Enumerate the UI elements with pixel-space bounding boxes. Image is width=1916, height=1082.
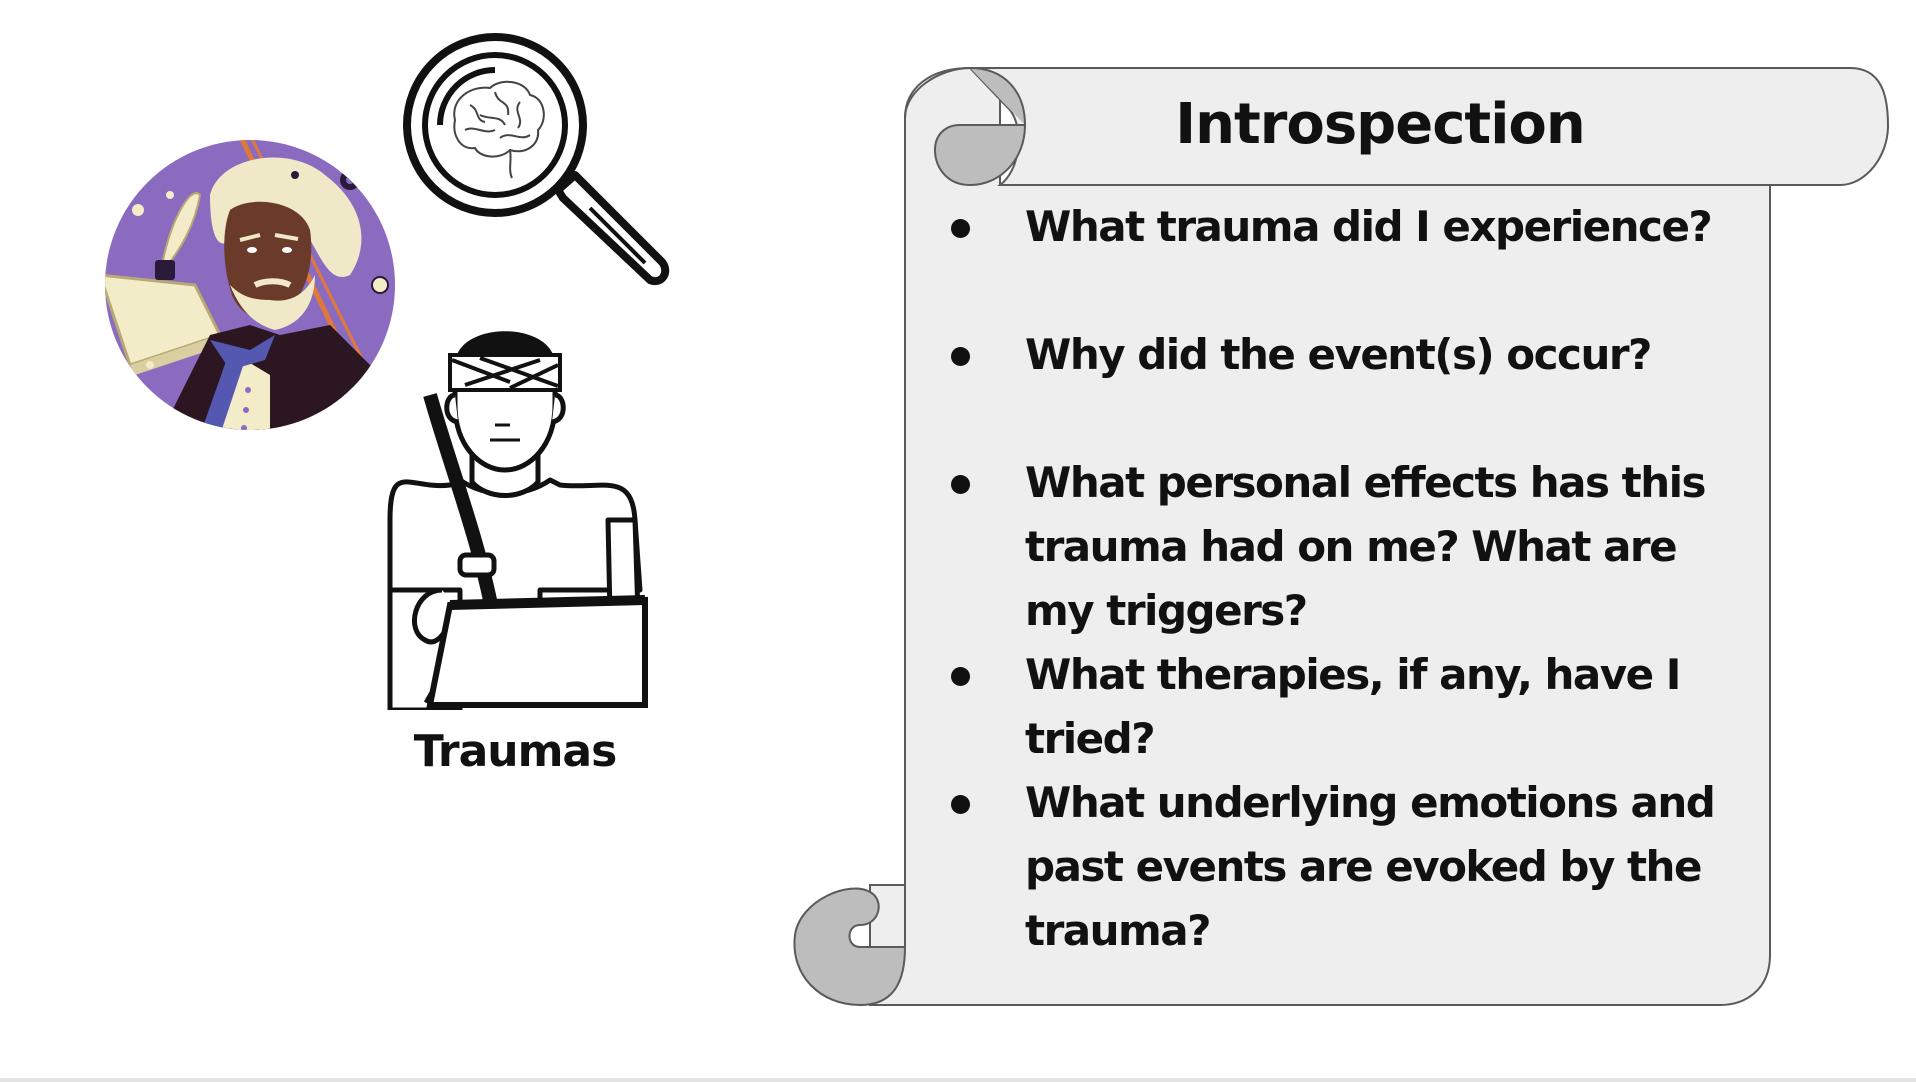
scroll-title: Introspection — [1175, 92, 1585, 157]
magnifying-glass-brain-icon — [403, 33, 670, 286]
bullet-icon — [951, 795, 970, 814]
list-item: What underlying emotions and past events… — [940, 771, 1745, 963]
portrait-icon — [105, 140, 395, 430]
list-item-text: Why did the event(s) occur? — [1025, 330, 1652, 379]
bullet-icon — [951, 347, 970, 366]
injured-person-icon — [387, 331, 648, 710]
list-item: Why did the event(s) occur? — [940, 323, 1805, 387]
divider — [0, 1078, 1916, 1082]
list-item-text: What therapies, if any, have I tried? — [1025, 650, 1681, 763]
list-item-text: What underlying emotions and past events… — [1025, 778, 1716, 955]
list-item: What trauma did I experience? — [940, 195, 1805, 259]
bullet-icon — [951, 219, 970, 238]
traumas-caption: Traumas — [413, 726, 618, 777]
list-item: What personal effects has this trauma ha… — [940, 451, 1745, 643]
list-item-text: What personal effects has this trauma ha… — [1025, 458, 1707, 635]
list-item-text: What trauma did I experience? — [1025, 202, 1713, 251]
list-item: What therapies, if any, have I tried? — [940, 643, 1805, 771]
bullet-icon — [951, 475, 970, 494]
bullet-icon — [951, 667, 970, 686]
